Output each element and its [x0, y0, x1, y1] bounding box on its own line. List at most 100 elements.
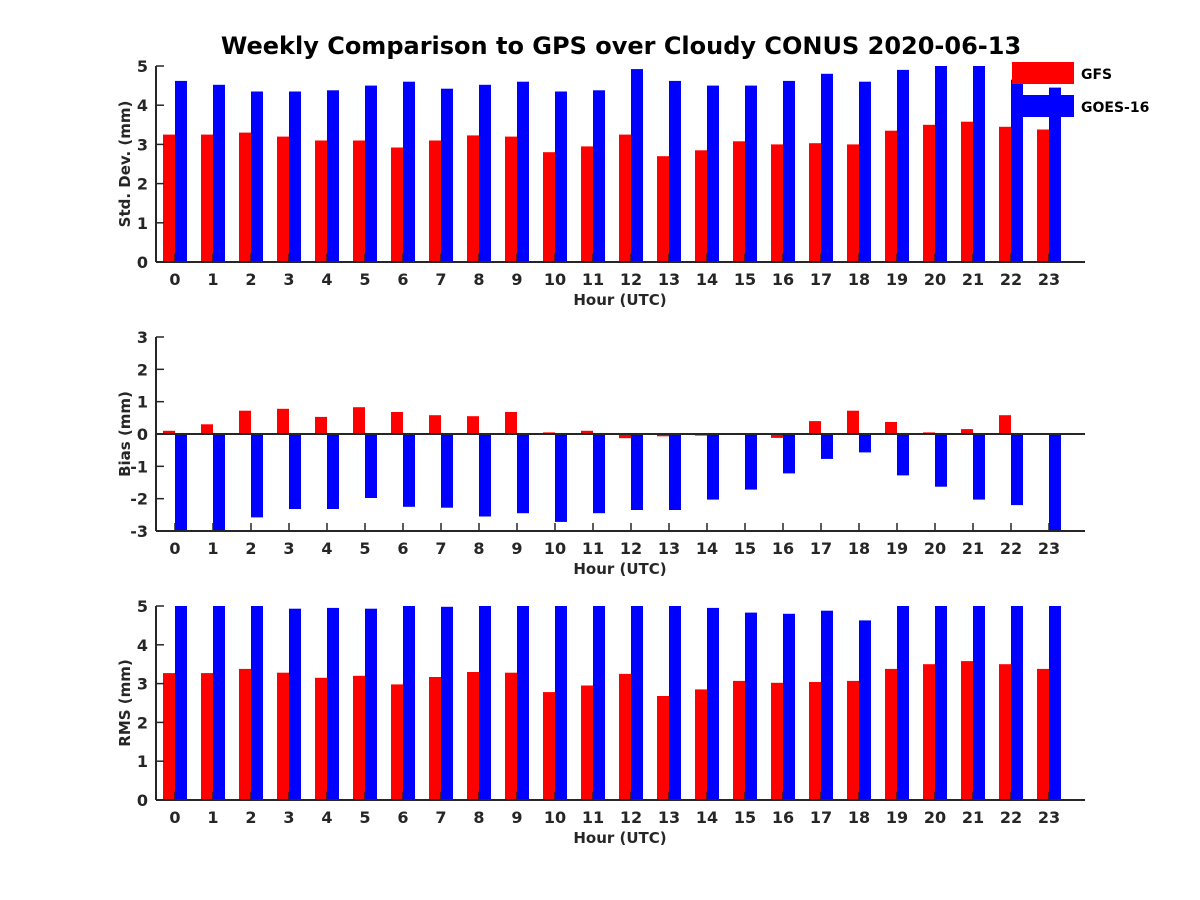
ylabel-std: Std. Dev. (mm) — [116, 101, 134, 228]
bar-rms-goes16-14 — [707, 607, 719, 800]
bar-rms-gfs-1 — [201, 673, 213, 800]
xtick-label-rms: 5 — [359, 808, 370, 827]
bar-rms-goes16-15 — [745, 612, 757, 800]
bar-std-gfs-5 — [353, 140, 365, 262]
ytick-label-bias: -1 — [130, 457, 148, 476]
bar-rms-gfs-8 — [467, 672, 479, 800]
xtick-label-bias: 12 — [620, 539, 642, 558]
xtick-label-rms: 3 — [283, 808, 294, 827]
bar-std-goes16-12 — [631, 69, 643, 262]
xtick-label-bias: 14 — [696, 539, 718, 558]
bar-bias-gfs-13 — [657, 434, 669, 437]
ytick-label-rms: 3 — [137, 675, 148, 694]
xtick-label-bias: 0 — [169, 539, 180, 558]
bar-bias-gfs-0 — [163, 430, 175, 434]
bar-rms-goes16-1 — [213, 606, 225, 800]
bar-std-goes16-0 — [175, 80, 187, 263]
bar-bias-goes16-16 — [783, 434, 795, 474]
bar-rms-gfs-10 — [543, 692, 555, 800]
bar-bias-goes16-1 — [213, 434, 225, 531]
bar-rms-goes16-3 — [289, 608, 301, 800]
legend-label-gfs: GFS — [1081, 67, 1112, 83]
ytick-label-rms: 0 — [137, 791, 148, 810]
xtick-label-bias: 9 — [511, 539, 522, 558]
ytick-label-std: 2 — [137, 175, 148, 194]
chart-title: Weekly Comparison to GPS over Cloudy CON… — [221, 32, 1021, 60]
bar-rms-goes16-9 — [517, 606, 529, 800]
bar-rms-gfs-0 — [163, 673, 175, 800]
bar-rms-goes16-4 — [327, 607, 339, 800]
ylabel-rms: RMS (mm) — [116, 659, 134, 746]
xtick-label-rms: 16 — [772, 808, 794, 827]
bar-std-goes16-1 — [213, 84, 225, 262]
xtick-label-std: 15 — [734, 270, 756, 289]
bar-rms-gfs-23 — [1037, 668, 1049, 800]
xtick-label-bias: 8 — [473, 539, 484, 558]
bar-std-gfs-13 — [657, 156, 669, 262]
xtick-label-bias: 4 — [321, 539, 332, 558]
xtick-label-std: 12 — [620, 270, 642, 289]
bar-bias-gfs-9 — [505, 412, 517, 434]
bar-rms-goes16-8 — [479, 606, 491, 800]
bar-std-goes16-5 — [365, 85, 377, 262]
ytick-label-rms: 1 — [137, 752, 148, 771]
bar-rms-goes16-6 — [403, 606, 415, 800]
xtick-label-rms: 22 — [1000, 808, 1022, 827]
xtick-label-std: 16 — [772, 270, 794, 289]
bar-std-goes16-19 — [897, 69, 909, 263]
bar-std-goes16-2 — [251, 91, 263, 262]
bar-std-goes16-10 — [555, 91, 567, 262]
xtick-label-std: 6 — [397, 270, 408, 289]
xtick-label-rms: 0 — [169, 808, 180, 827]
bar-std-goes16-4 — [327, 90, 339, 262]
bar-bias-goes16-23 — [1049, 434, 1061, 531]
bar-bias-goes16-9 — [517, 434, 529, 514]
legend-swatch-goes — [1012, 95, 1074, 117]
xlabel-std: Hour (UTC) — [573, 291, 666, 309]
xtick-label-std: 18 — [848, 270, 870, 289]
bar-std-gfs-2 — [239, 132, 251, 262]
bar-std-goes16-11 — [593, 90, 605, 262]
bar-bias-goes16-8 — [479, 434, 491, 517]
bar-rms-gfs-12 — [619, 673, 631, 800]
xtick-label-bias: 1 — [207, 539, 218, 558]
xlabel-bias: Hour (UTC) — [573, 560, 666, 578]
bar-bias-goes16-11 — [593, 434, 605, 514]
ytick-label-bias: 0 — [137, 425, 148, 444]
bar-std-gfs-22 — [999, 126, 1011, 262]
bar-std-gfs-0 — [163, 134, 175, 262]
bar-bias-goes16-17 — [821, 434, 833, 459]
bar-std-goes16-16 — [783, 80, 795, 263]
bar-rms-goes16-7 — [441, 606, 453, 800]
bar-bias-goes16-0 — [175, 434, 187, 531]
xtick-label-bias: 5 — [359, 539, 370, 558]
xtick-label-rms: 15 — [734, 808, 756, 827]
bar-std-goes16-6 — [403, 81, 415, 262]
bar-std-gfs-9 — [505, 136, 517, 262]
bar-rms-gfs-9 — [505, 672, 517, 800]
bar-bias-goes16-13 — [669, 434, 681, 510]
bar-rms-goes16-10 — [555, 606, 567, 800]
xtick-label-rms: 20 — [924, 808, 946, 827]
legend-swatch-gfs — [1012, 62, 1074, 84]
xtick-label-std: 11 — [582, 270, 604, 289]
bar-rms-gfs-17 — [809, 682, 821, 800]
ytick-label-bias: 2 — [137, 360, 148, 379]
xtick-label-bias: 13 — [658, 539, 680, 558]
bar-std-gfs-23 — [1037, 129, 1049, 262]
xtick-label-bias: 16 — [772, 539, 794, 558]
bar-std-gfs-7 — [429, 140, 441, 262]
xtick-label-std: 21 — [962, 270, 984, 289]
bar-rms-goes16-18 — [859, 620, 871, 800]
ytick-label-rms: 5 — [137, 597, 148, 616]
xtick-label-rms: 21 — [962, 808, 984, 827]
bar-rms-gfs-3 — [277, 672, 289, 800]
bar-std-goes16-13 — [669, 80, 681, 263]
xtick-label-bias: 17 — [810, 539, 832, 558]
bar-std-goes16-21 — [973, 66, 985, 262]
ytick-label-bias: 3 — [137, 328, 148, 347]
ytick-label-std: 4 — [137, 96, 148, 115]
bar-bias-gfs-21 — [961, 429, 973, 434]
